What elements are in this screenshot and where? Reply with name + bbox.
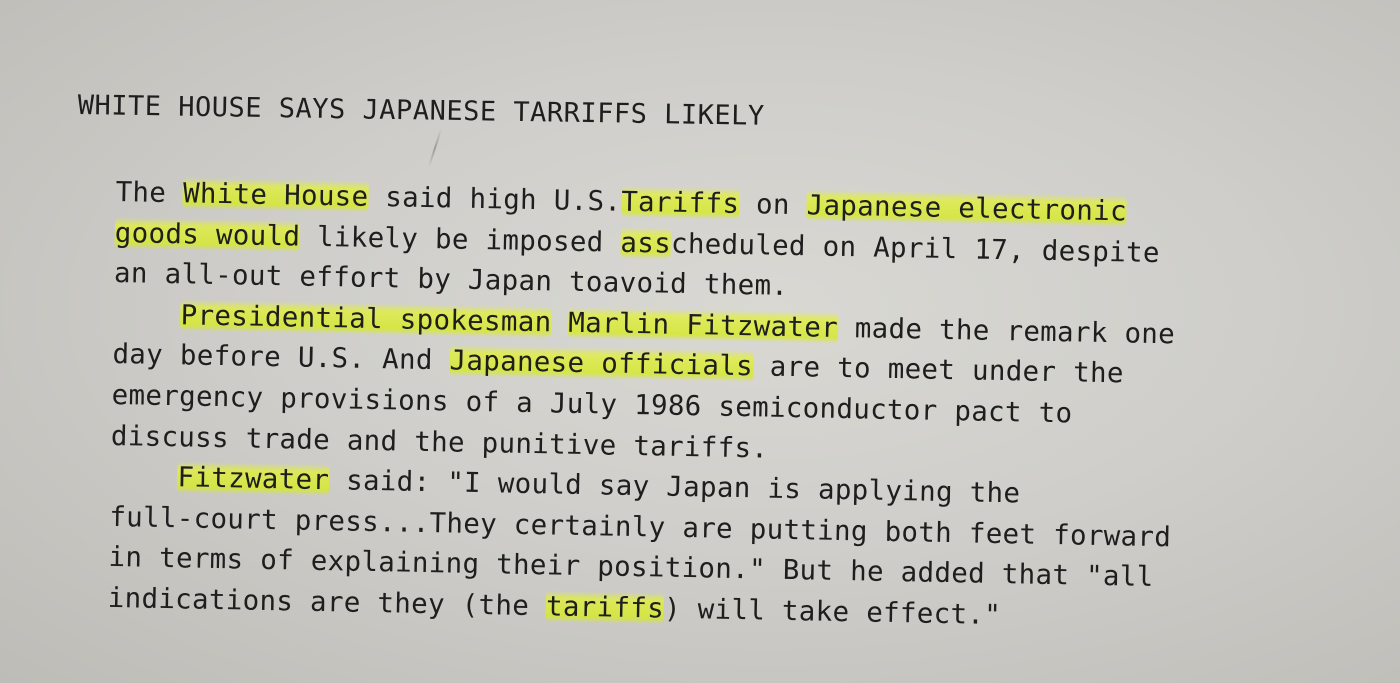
text-segment: The bbox=[115, 175, 184, 210]
highlighted-text: Japanese electronic bbox=[806, 189, 1128, 228]
highlighted-text: tariffs bbox=[545, 590, 665, 625]
text-segment bbox=[110, 460, 178, 493]
highlighted-text: goods would bbox=[114, 216, 301, 253]
article-body: The White House said high U.S.Tariffs on… bbox=[107, 172, 1315, 641]
pen-stroke-mark bbox=[427, 128, 443, 168]
highlighted-text: Marlin Fitzwater bbox=[568, 306, 839, 344]
highlighted-text: ass bbox=[620, 226, 672, 260]
text-segment: day before U.S. And bbox=[112, 338, 450, 377]
headline: WHITE HOUSE SAYS JAPANESE TARRIFFS LIKEL… bbox=[77, 90, 765, 132]
text-segment: ) will take effect." bbox=[663, 592, 1002, 632]
highlighted-text: White House bbox=[182, 177, 369, 213]
text-segment bbox=[113, 298, 181, 331]
highlighted-text: Japanese officials bbox=[449, 344, 754, 383]
text-segment: made the remark one bbox=[837, 311, 1176, 351]
text-segment: cheduled on April 17, despite bbox=[670, 227, 1161, 269]
text-segment: indications are they (the bbox=[107, 581, 547, 623]
text-segment: said high U.S. bbox=[368, 180, 622, 218]
highlighted-text: Presidential spokesman bbox=[180, 299, 552, 339]
text-segment: likely be imposed bbox=[299, 220, 621, 259]
highlighted-text: Fitzwater bbox=[177, 461, 330, 497]
highlighted-text: Tariffs bbox=[620, 185, 740, 220]
text-segment: are to meet under the bbox=[752, 350, 1125, 390]
text-segment bbox=[551, 306, 568, 338]
text-segment: on bbox=[738, 187, 807, 222]
